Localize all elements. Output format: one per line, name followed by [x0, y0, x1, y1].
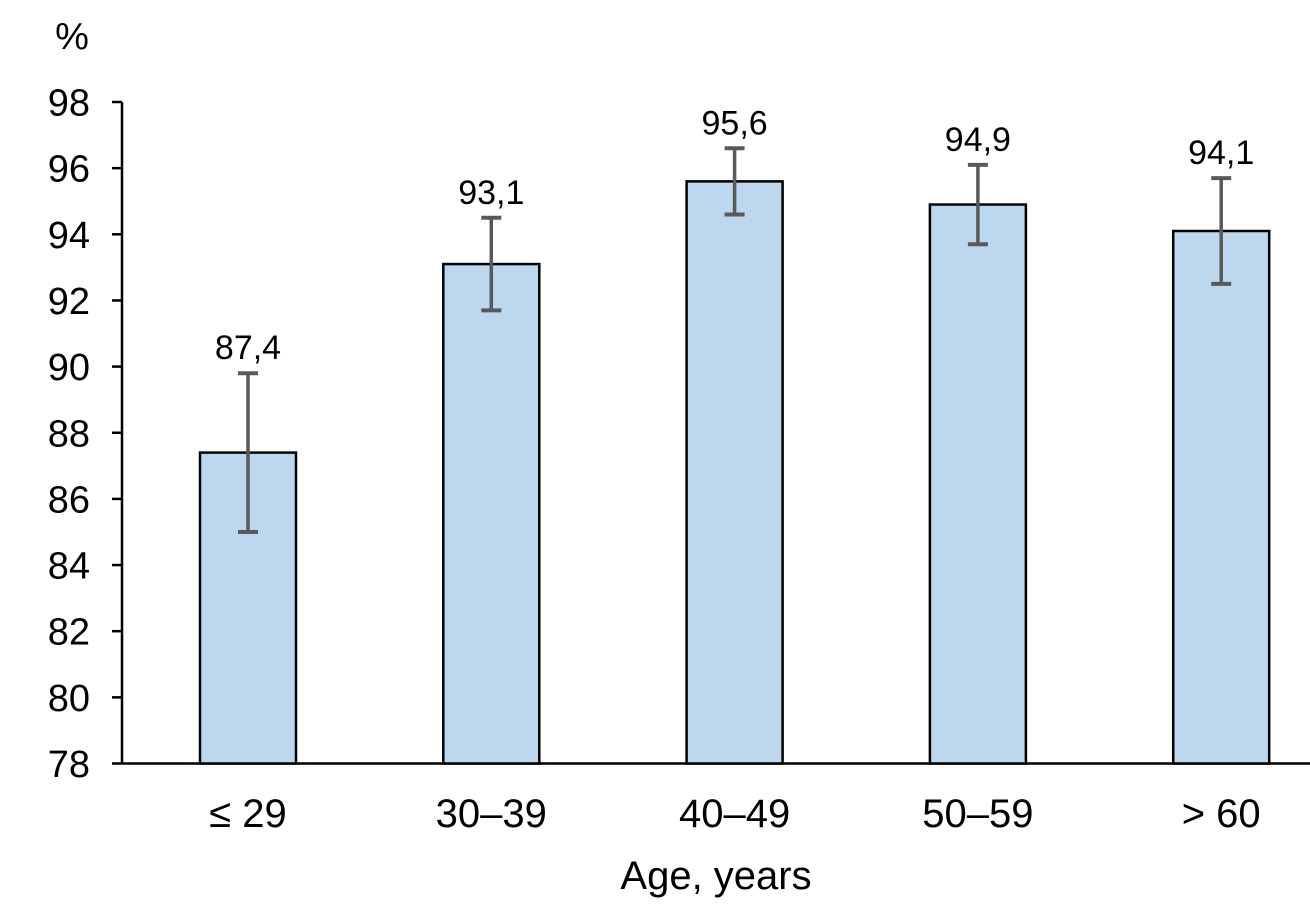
- y-tick-label: 78: [48, 744, 90, 786]
- bar: [198, 451, 298, 765]
- value-label: 93,1: [458, 174, 524, 212]
- y-tick-label: 96: [48, 149, 90, 191]
- value-label: 87,4: [215, 329, 281, 367]
- category-label: 30–39: [436, 792, 547, 836]
- value-label: 94,9: [945, 121, 1011, 159]
- y-tick-label: 86: [48, 479, 90, 521]
- category-label: 40–49: [679, 792, 790, 836]
- y-tick-label: 92: [48, 281, 90, 323]
- plot-area: 78 80 82 84 86 88 90 92 94 96 98 87,4 ≤ 29 93,1 30–39 9…: [48, 83, 1310, 836]
- y-tick-label: 84: [48, 546, 90, 588]
- y-tick-label: 98: [48, 83, 90, 125]
- y-axis-unit-label: %: [55, 16, 89, 58]
- y-tick-label: 90: [48, 347, 90, 389]
- bar: [685, 180, 784, 765]
- bar: [1171, 229, 1271, 765]
- y-tick-label: 80: [48, 678, 90, 720]
- category-label: ≤ 29: [209, 792, 287, 836]
- y-tick-label: 88: [48, 413, 90, 455]
- bar: [442, 262, 541, 765]
- value-label: 94,1: [1188, 134, 1254, 172]
- category-label: > 60: [1182, 792, 1261, 836]
- category-label: 50–59: [922, 792, 1033, 836]
- y-tick-label: 94: [48, 215, 90, 257]
- bar: [928, 203, 1028, 765]
- y-tick-label: 82: [48, 612, 90, 654]
- value-label: 95,6: [702, 104, 768, 142]
- x-axis-title: Age, years: [620, 854, 811, 898]
